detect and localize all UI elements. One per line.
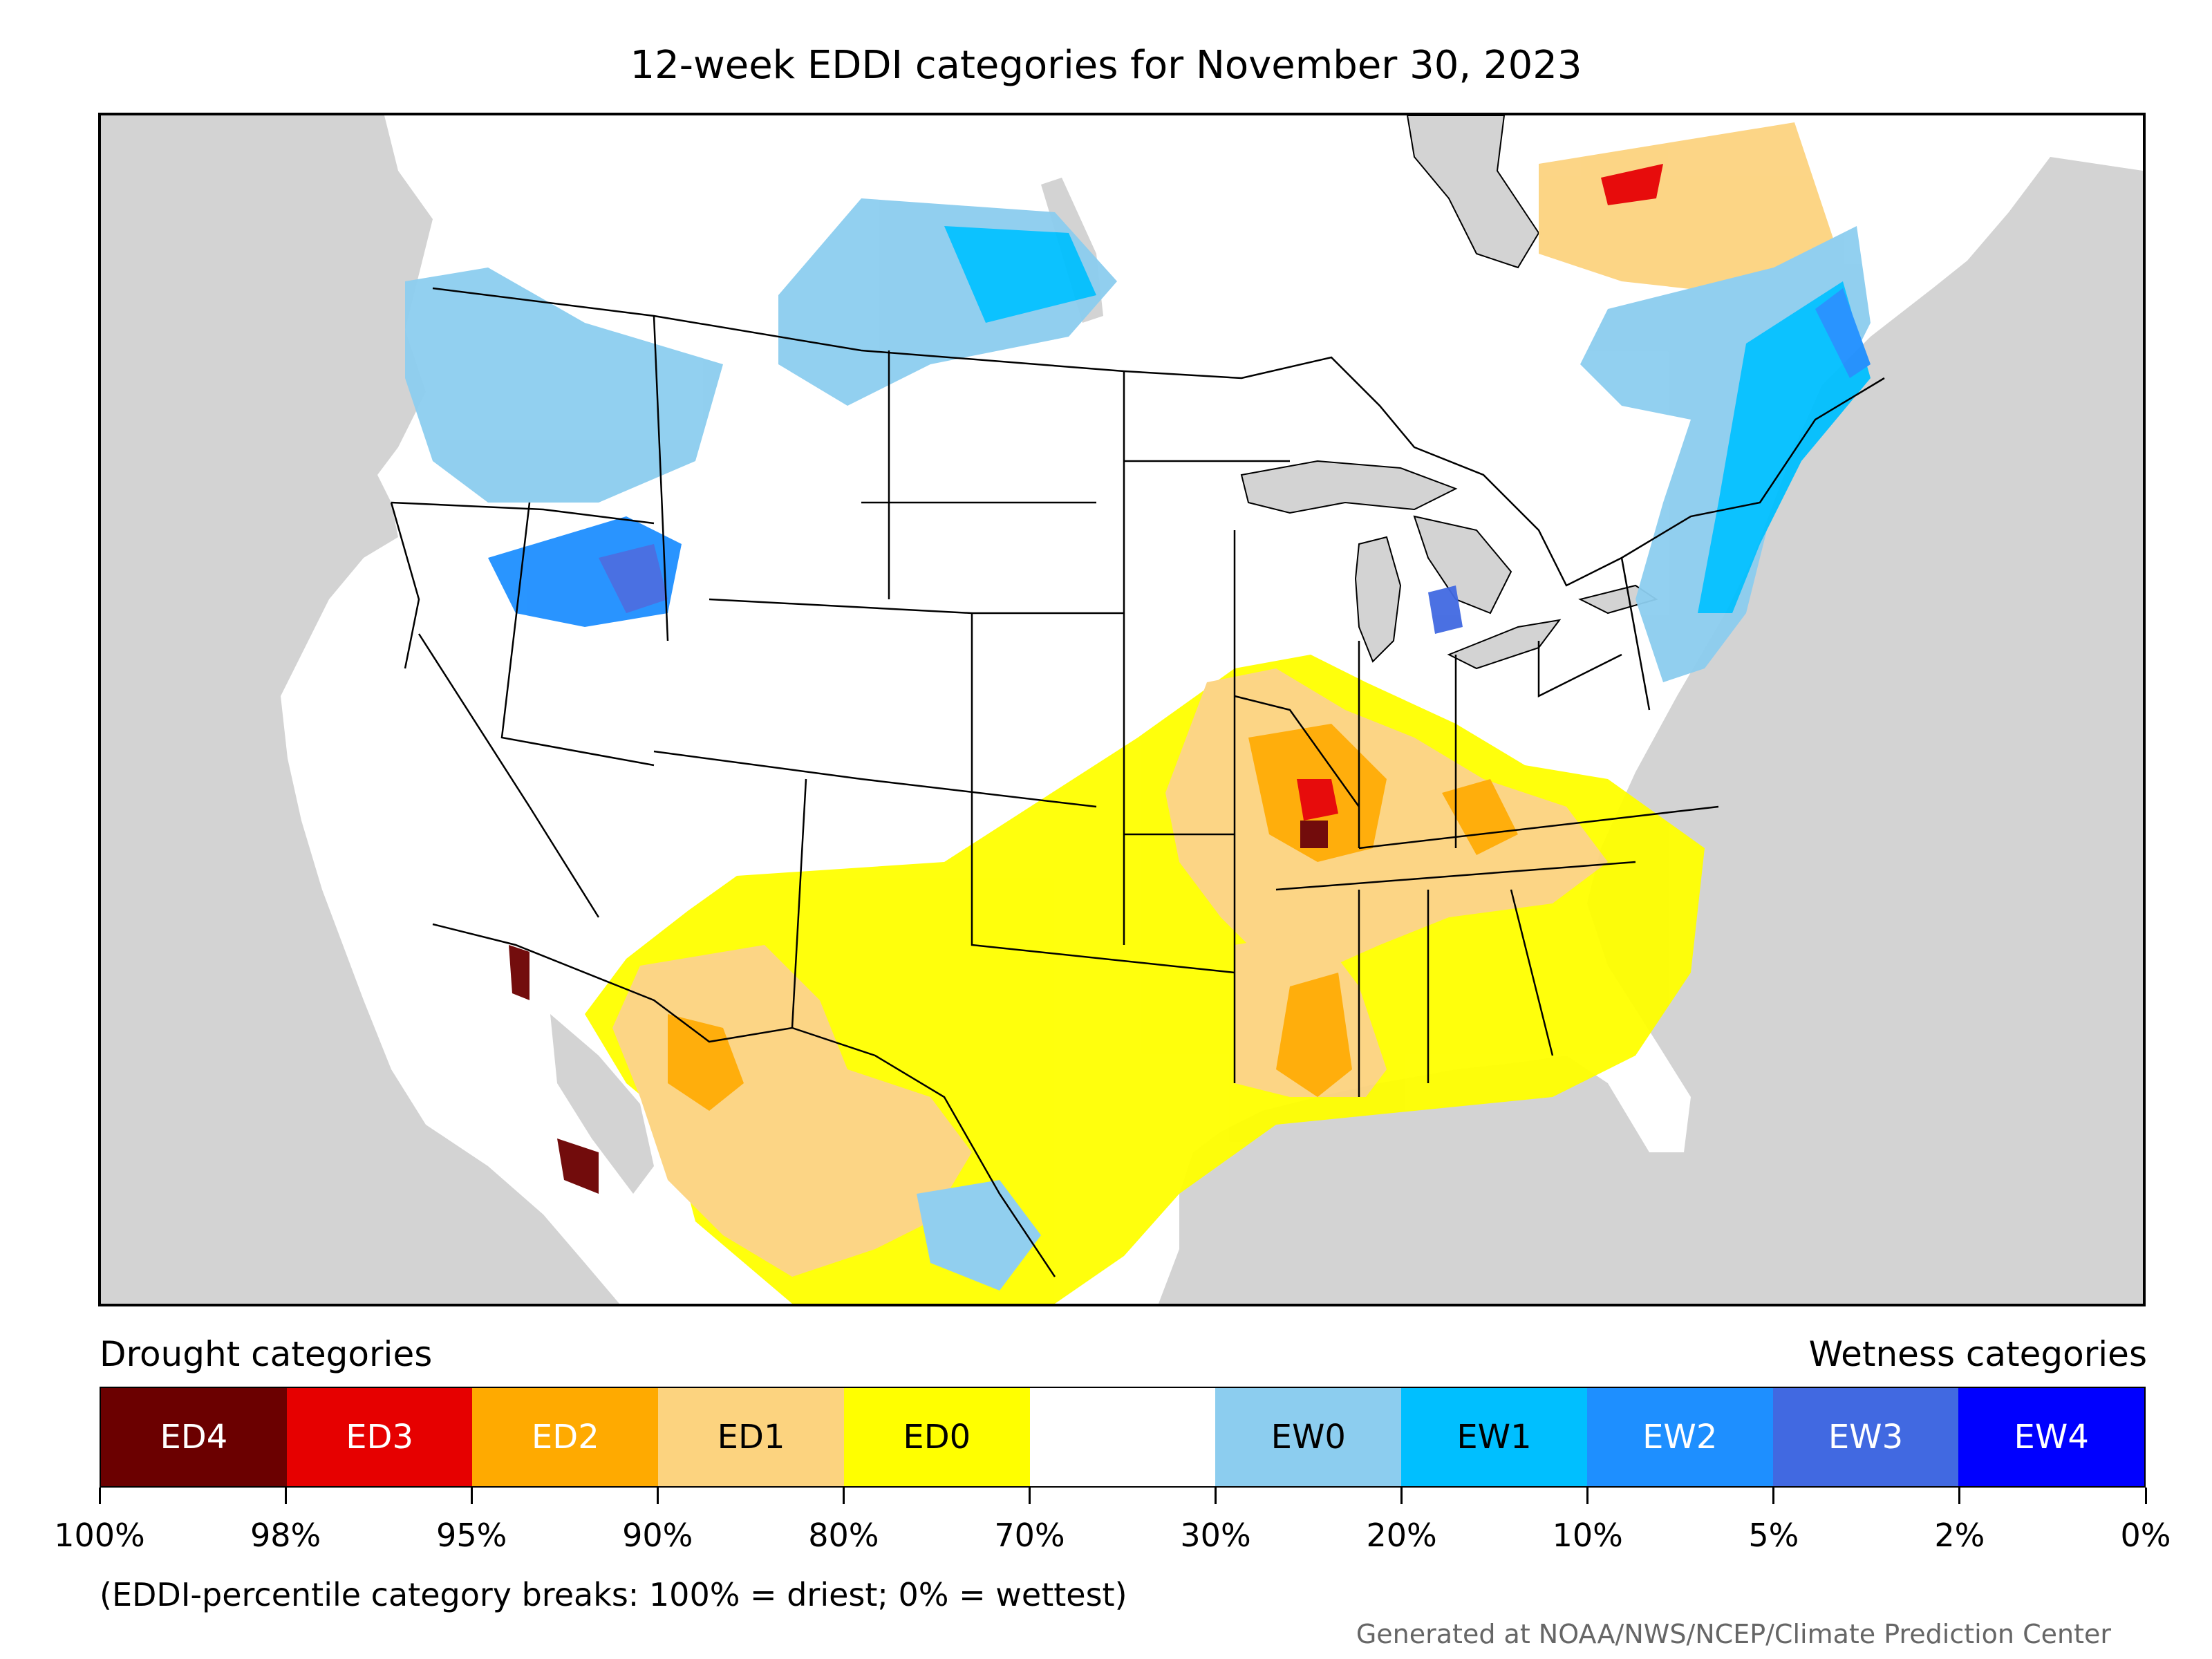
state-line — [791, 778, 807, 1029]
political-boundaries — [390, 287, 1885, 1277]
state-line — [391, 501, 655, 525]
colorbar-tick — [1586, 1488, 1589, 1504]
state-line — [1234, 695, 1360, 807]
colorbar-tick — [98, 1488, 101, 1504]
colorbar-tick-label: 0% — [2120, 1517, 2171, 1554]
colorbar-tick-label: 100% — [54, 1517, 145, 1554]
state-line — [971, 613, 1235, 974]
state-line — [390, 502, 420, 669]
state-line — [500, 502, 655, 767]
state-line — [1275, 861, 1636, 891]
lake-huron — [1413, 515, 1512, 615]
colorbar-ticks — [98, 1488, 2147, 1506]
ed3-quebec-region — [1601, 164, 1663, 205]
ew0-texas-region — [917, 1180, 1041, 1291]
anomaly-regions — [405, 122, 1871, 1304]
colorbar-tick — [470, 1488, 473, 1504]
colorbar-segment: EW2 — [1586, 1388, 1773, 1486]
colorbar-segment: ED1 — [658, 1388, 844, 1486]
eddi-map-svg — [101, 115, 2143, 1304]
lake-superior — [1240, 460, 1458, 514]
wetness-categories-heading: Wetness categories — [1808, 1334, 2147, 1374]
state-line — [1358, 805, 1719, 850]
colorbar-tick-label: 90% — [622, 1517, 693, 1554]
category-colorbar: ED4 ED3 ED2 ED1 ED0 EW0 EW1 EW2 EW3 EW4 — [100, 1387, 2146, 1488]
ed4-baja-south-region — [557, 1138, 599, 1194]
colorbar-tick-label: 30% — [1180, 1517, 1251, 1554]
gulf-of-california — [550, 1014, 654, 1194]
colorbar-tick — [284, 1488, 287, 1504]
ew3-utah-region — [599, 544, 668, 613]
credit-line: Generated at NOAA/NWS/NCEP/Climate Predi… — [1356, 1619, 2111, 1649]
state-line — [1537, 641, 1622, 698]
ed2-indiana-region — [1442, 779, 1518, 855]
colorbar-segment: ED0 — [843, 1388, 1030, 1486]
colorbar-tick-label: 10% — [1552, 1517, 1623, 1554]
map-title: 12-week EDDI categories for November 30,… — [630, 43, 1582, 88]
colorbar-tick — [1028, 1488, 1031, 1504]
colorbar-segment: ED2 — [472, 1388, 659, 1486]
colorbar-tick — [842, 1488, 845, 1504]
hudson-bay — [1406, 115, 1540, 269]
colorbar-segment: ED4 — [101, 1388, 287, 1486]
colorbar-segment: EW3 — [1772, 1388, 1959, 1486]
colorbar-segment: ED3 — [286, 1388, 473, 1486]
state-line — [418, 633, 600, 918]
ew1-northeast-region — [1698, 281, 1871, 613]
ed4-baja-region — [509, 945, 529, 1000]
colorbar-segment: EW0 — [1215, 1388, 1402, 1486]
ed2-lower-ms-region — [1276, 973, 1352, 1097]
ew0-west-region — [405, 268, 723, 503]
colorbar-tick — [1772, 1488, 1775, 1504]
colorbar-tick — [656, 1488, 659, 1504]
us-canada-border — [432, 287, 1885, 587]
colorbar-tick — [1215, 1488, 1217, 1504]
drought-categories-heading: Drought categories — [100, 1334, 433, 1374]
eddi-map — [98, 113, 2146, 1306]
category-breaks-note: (EDDI-percentile category breaks: 100% =… — [100, 1576, 1127, 1613]
lake-michigan — [1354, 536, 1402, 663]
colorbar-tick — [1400, 1488, 1403, 1504]
ed1-quebec-region — [1539, 122, 1843, 295]
colorbar-tick — [2144, 1488, 2147, 1504]
colorbar-tick-label: 98% — [250, 1517, 321, 1554]
ew2-maine-region — [1815, 288, 1871, 378]
ew1-north-region — [944, 226, 1096, 323]
colorbar-tick-label: 70% — [994, 1517, 1065, 1554]
colorbar-tick-label: 5% — [1748, 1517, 1799, 1554]
colorbar-tick — [1958, 1488, 1961, 1504]
colorbar-segment: EW4 — [1958, 1388, 2145, 1486]
colorbar-tick-label: 2% — [1934, 1517, 1985, 1554]
state-line — [1510, 889, 1554, 1056]
colorbar-segment: EW1 — [1401, 1388, 1587, 1486]
ed4-missouri-region — [1300, 821, 1328, 848]
state-line — [653, 750, 1097, 808]
colorbar-tick-label: 20% — [1366, 1517, 1437, 1554]
state-line — [653, 315, 669, 641]
ed3-missouri-region — [1297, 779, 1338, 821]
lake-erie — [1447, 619, 1562, 670]
state-line — [1620, 557, 1651, 711]
colorbar-segment — [1029, 1388, 1216, 1486]
colorbar-tick-label: 95% — [436, 1517, 507, 1554]
colorbar-tick-label: 80% — [808, 1517, 879, 1554]
ew3-michigan-region — [1428, 585, 1463, 634]
